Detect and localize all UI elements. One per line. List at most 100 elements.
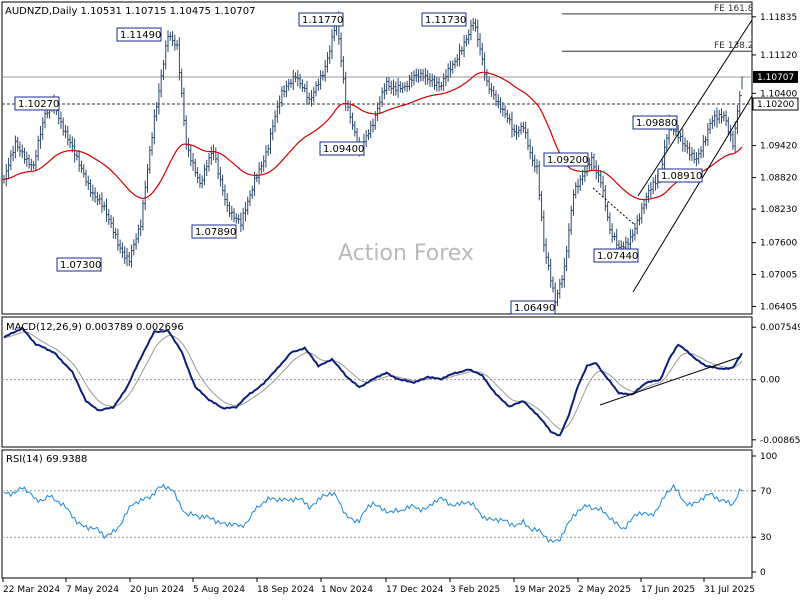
moving-average-line <box>3 71 743 201</box>
price-bar <box>740 76 744 97</box>
price-bar <box>506 109 509 123</box>
macd-line <box>3 326 743 437</box>
rsi-line <box>3 483 743 543</box>
watermark: Action Forex <box>338 241 474 266</box>
price-callout-box <box>421 12 467 27</box>
price-bar <box>394 81 397 96</box>
time-axis: 22 Mar 2024 7 May 2024 20 Jun 2024 5 Aug 20… <box>2 578 755 595</box>
price-tick-label: 1.07600 <box>760 239 797 249</box>
price-bar <box>417 69 420 83</box>
price-bar <box>681 128 684 152</box>
price-bar <box>292 69 295 91</box>
price-bar <box>71 136 74 153</box>
price-bar <box>25 151 28 167</box>
price-tick-label: 1.08230 <box>760 205 797 215</box>
price-bar <box>205 159 208 177</box>
price-bar <box>453 57 457 69</box>
price-bar <box>200 175 204 189</box>
price-bar <box>551 276 555 293</box>
price-bar <box>9 150 13 171</box>
price-bar <box>319 70 322 90</box>
price-bar <box>18 141 22 157</box>
price-bar <box>380 87 384 107</box>
price-bar <box>196 167 199 184</box>
price-bar <box>235 213 238 224</box>
price-bar <box>542 210 546 252</box>
price-bar <box>711 115 714 129</box>
price-bar <box>581 170 584 186</box>
price-bar <box>59 111 63 129</box>
price-bar <box>697 148 700 165</box>
price-bar <box>431 73 434 87</box>
price-bar <box>503 105 507 119</box>
price-bar <box>66 125 69 146</box>
price-bars <box>2 11 744 308</box>
price-bar <box>296 70 300 87</box>
price-bar <box>456 54 459 67</box>
price-bar <box>547 252 550 271</box>
price-axis: 1.11835 1.11120 1.10400 1.09420 1.08820 1.082… <box>752 13 799 312</box>
price-bar <box>203 164 206 186</box>
price-bar <box>364 130 368 148</box>
price-bar <box>640 202 643 224</box>
price-bar <box>39 125 42 149</box>
price-bar <box>613 232 616 241</box>
price-tick-label: 1.08820 <box>760 174 797 184</box>
price-bar <box>497 94 500 109</box>
price-bar <box>572 189 575 216</box>
price-bar <box>303 83 306 93</box>
price-bar <box>428 73 432 87</box>
price-bar <box>462 35 466 58</box>
price-bar <box>631 229 634 243</box>
price-callout-label: 1.09400 <box>323 144 364 155</box>
price-bar <box>688 142 691 161</box>
price-callout-box <box>510 300 556 315</box>
price-bar <box>278 95 281 115</box>
rsi-tick-label: 70 <box>760 487 772 497</box>
price-bar <box>474 18 477 32</box>
rsi-axis: 100 70 30 0 <box>752 452 777 578</box>
price-bar <box>228 201 231 218</box>
macd-tick-label: 0.00 <box>760 376 780 386</box>
price-bar <box>567 223 571 259</box>
price-bar <box>649 181 653 198</box>
price-bar <box>289 78 293 88</box>
price-reference-lines: FE 161.8 FE 138.2 <box>2 4 754 105</box>
price-callout-box <box>319 141 365 156</box>
price-bar <box>123 246 126 264</box>
price-bar <box>330 29 334 60</box>
price-callout-box <box>298 12 344 27</box>
price-bar <box>574 182 577 199</box>
channel-upper <box>637 19 753 197</box>
price-bar <box>216 153 220 180</box>
swing-connector <box>592 187 636 226</box>
time-tick-label: 7 May 2024 <box>66 585 119 595</box>
fib-label: FE 138.2 <box>714 41 754 51</box>
price-bar <box>118 239 122 254</box>
price-bar <box>107 209 110 225</box>
price-bar <box>251 185 254 199</box>
price-callout-label: 1.10270 <box>18 99 59 110</box>
price-callout-label: 1.11770 <box>302 15 343 26</box>
price-bar <box>738 90 741 116</box>
price-bar <box>43 107 47 129</box>
price-bar <box>626 237 630 249</box>
price-bar <box>433 75 436 90</box>
price-bar <box>610 223 614 243</box>
price-bar <box>713 110 716 127</box>
price-bar <box>164 40 167 70</box>
macd-axis: 0.007549 0.00 -0.008653 <box>752 323 800 446</box>
price-bar <box>77 149 81 172</box>
price-tick-label: 1.11835 <box>760 13 797 23</box>
price-bar <box>273 110 277 133</box>
price-bar <box>410 71 413 88</box>
price-bar <box>549 258 552 288</box>
price-callout-label: 1.06490 <box>514 303 555 314</box>
price-bar <box>665 134 669 152</box>
price-bar <box>223 184 227 206</box>
price-bar <box>378 96 382 115</box>
price-bar <box>317 78 320 91</box>
price-bar <box>150 132 154 156</box>
rsi-panel <box>1 449 753 579</box>
price-bar <box>522 121 525 133</box>
